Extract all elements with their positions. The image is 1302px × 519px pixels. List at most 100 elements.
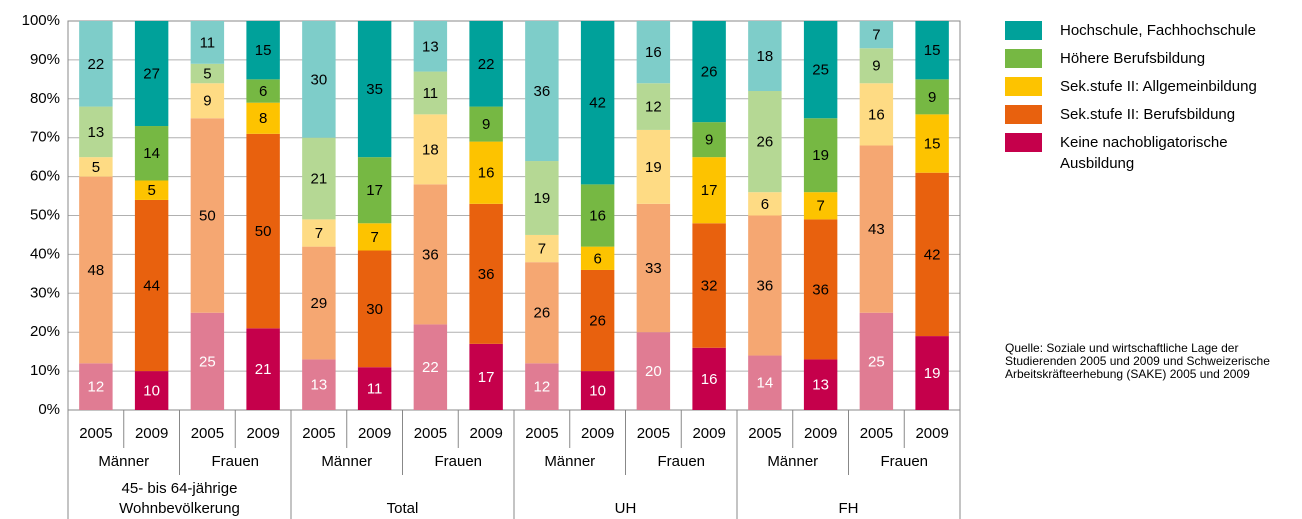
- data-label: 16: [868, 106, 885, 123]
- y-tick-label: 0%: [38, 401, 60, 418]
- bar-segment: [915, 336, 949, 410]
- bar-segment: [580, 246, 615, 270]
- y-tick-label: 90%: [30, 51, 60, 68]
- data-label: 5: [92, 159, 100, 176]
- bar-segment: [413, 114, 448, 185]
- bar-segment: [525, 161, 559, 235]
- data-label: 19: [812, 147, 829, 164]
- bar-segment: [469, 343, 503, 410]
- x-tick-label: 2005: [79, 425, 112, 442]
- x-group-label: Männer: [98, 453, 149, 470]
- data-label: 16: [478, 165, 495, 182]
- data-label: 48: [88, 262, 105, 279]
- bar-segment: [413, 184, 448, 325]
- data-label: 13: [422, 38, 439, 55]
- data-label: 16: [701, 371, 718, 388]
- bar-segment: [859, 21, 894, 49]
- data-label: 12: [534, 379, 551, 396]
- x-supergroup-label: Total: [386, 500, 419, 517]
- bar-segment: [915, 21, 949, 80]
- legend-item: Hochschule, Fachhochschule: [1005, 20, 1300, 41]
- x-tick-label: 2005: [748, 425, 781, 442]
- legend-item: Sek.stufe II: Allgemeinbildung: [1005, 76, 1300, 97]
- bar-segment: [357, 250, 392, 368]
- x-supergroup-label: 45- bis 64-jährige Wohnbevölkerung: [119, 480, 240, 517]
- bar-segment: [636, 83, 671, 130]
- x-tick-label: 2009: [246, 425, 279, 442]
- data-label: 19: [924, 365, 941, 382]
- legend-item: Höhere Berufsbildung: [1005, 48, 1300, 69]
- bar-segment: [302, 137, 336, 220]
- y-tick-label: 20%: [30, 323, 60, 340]
- bar-segment: [246, 328, 280, 410]
- bar-segment: [413, 71, 448, 115]
- data-label: 12: [88, 379, 105, 396]
- bar-segment: [246, 79, 280, 103]
- data-label: 15: [924, 136, 941, 153]
- bar-segment: [134, 21, 169, 127]
- data-label: 22: [88, 56, 105, 73]
- bar-segment: [302, 219, 336, 247]
- bar-segment: [748, 91, 782, 193]
- data-label: 9: [872, 58, 880, 75]
- data-label: 9: [203, 93, 211, 110]
- x-tick-label: 2009: [581, 425, 614, 442]
- bar-segment: [748, 355, 782, 410]
- bar-segment: [469, 203, 503, 344]
- bar-segment: [134, 199, 169, 372]
- data-label: 25: [812, 62, 829, 79]
- x-tick-label: 2009: [469, 425, 502, 442]
- bar-segment: [190, 312, 225, 410]
- x-supergroup-label: FH: [838, 500, 859, 517]
- data-label: 11: [367, 381, 383, 398]
- data-label: 10: [589, 383, 606, 400]
- x-tick-label: 2009: [915, 425, 948, 442]
- data-label: 42: [589, 95, 606, 112]
- y-tick-label: 70%: [30, 129, 60, 146]
- y-tick-label: 30%: [30, 284, 60, 301]
- bar-segment: [915, 79, 949, 115]
- data-label: 26: [589, 312, 606, 329]
- data-label: 17: [701, 182, 718, 199]
- x-group-label: Frauen: [657, 453, 705, 470]
- bar-segment: [469, 21, 503, 107]
- data-label: 5: [203, 65, 211, 82]
- legend-swatch: [1005, 105, 1042, 124]
- bar-segment: [134, 126, 169, 181]
- x-tick-label: 2005: [414, 425, 447, 442]
- source-note: Quelle: Soziale und wirtschaftliche Lage…: [1005, 341, 1270, 381]
- data-label: 6: [259, 83, 267, 100]
- data-label: 44: [143, 277, 160, 294]
- bar-segment: [580, 184, 615, 247]
- x-supergroup-label: UH: [614, 500, 637, 517]
- data-label: 36: [478, 266, 495, 283]
- data-label: 17: [366, 182, 383, 199]
- y-tick-label: 10%: [30, 362, 60, 379]
- data-label: 11: [200, 34, 216, 51]
- bar-segment: [413, 21, 448, 72]
- data-label: 25: [868, 353, 885, 370]
- data-label: 27: [143, 65, 160, 82]
- data-label: 50: [199, 207, 216, 224]
- data-label: 6: [761, 196, 769, 213]
- bar-segment: [190, 83, 225, 119]
- data-label: 7: [816, 198, 824, 215]
- data-label: 13: [812, 377, 829, 394]
- data-label: 7: [315, 225, 323, 242]
- legend-item: Sek.stufe II: Berufsbildung: [1005, 104, 1300, 125]
- bar-segment: [748, 21, 782, 92]
- data-label: 25: [199, 353, 216, 370]
- bar-segment: [190, 21, 225, 64]
- bar-segment: [413, 324, 448, 410]
- data-label: 50: [255, 223, 272, 240]
- bar-segment: [803, 21, 838, 119]
- legend-label: Sek.stufe II: Allgemeinbildung: [1060, 78, 1257, 95]
- data-label: 7: [538, 241, 546, 258]
- data-label: 7: [872, 27, 880, 44]
- y-tick-label: 40%: [30, 245, 60, 262]
- bar-segment: [803, 118, 838, 193]
- data-label: 10: [143, 383, 160, 400]
- data-label: 15: [255, 42, 272, 59]
- legend-swatch: [1005, 49, 1042, 68]
